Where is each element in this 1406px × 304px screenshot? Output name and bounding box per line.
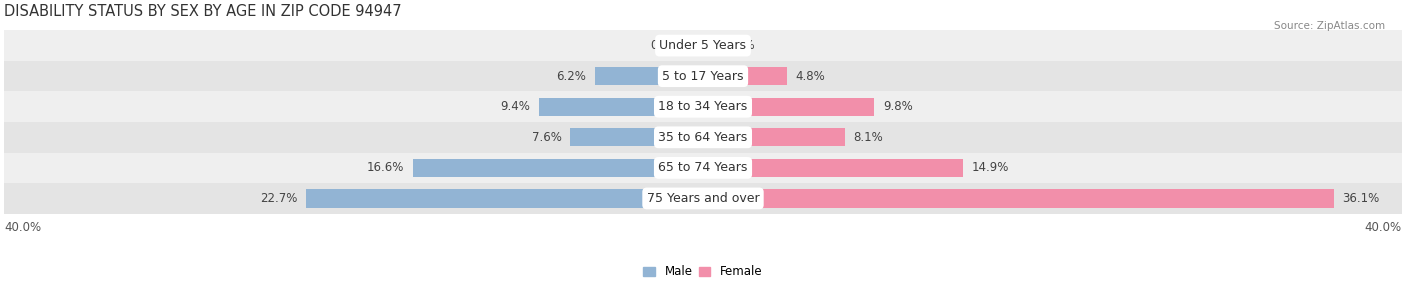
Bar [703, 128, 845, 147]
Text: 18 to 34 Years: 18 to 34 Years [658, 100, 748, 113]
Bar [413, 159, 703, 177]
Text: 8.1%: 8.1% [853, 131, 883, 144]
Text: 14.9%: 14.9% [972, 161, 1010, 174]
Text: 65 to 74 Years: 65 to 74 Years [658, 161, 748, 174]
Text: 4.8%: 4.8% [796, 70, 825, 83]
Text: DISABILITY STATUS BY SEX BY AGE IN ZIP CODE 94947: DISABILITY STATUS BY SEX BY AGE IN ZIP C… [4, 4, 402, 19]
Bar [538, 98, 703, 116]
Bar [4, 122, 1402, 153]
Text: 40.0%: 40.0% [4, 221, 41, 234]
Text: 16.6%: 16.6% [367, 161, 405, 174]
Text: Under 5 Years: Under 5 Years [659, 39, 747, 52]
Bar [595, 67, 703, 85]
Bar [703, 159, 963, 177]
Bar [703, 189, 1334, 208]
Text: 75 Years and over: 75 Years and over [647, 192, 759, 205]
Text: 9.8%: 9.8% [883, 100, 912, 113]
Text: 9.4%: 9.4% [501, 100, 530, 113]
Bar [4, 183, 1402, 214]
Text: Source: ZipAtlas.com: Source: ZipAtlas.com [1274, 21, 1385, 31]
Text: 6.2%: 6.2% [555, 70, 586, 83]
Text: 7.6%: 7.6% [531, 131, 561, 144]
Legend: Male, Female: Male, Female [638, 261, 768, 283]
Text: 35 to 64 Years: 35 to 64 Years [658, 131, 748, 144]
Text: 36.1%: 36.1% [1343, 192, 1379, 205]
Text: 0.0%: 0.0% [651, 39, 681, 52]
Bar [307, 189, 703, 208]
Bar [703, 67, 787, 85]
Text: 22.7%: 22.7% [260, 192, 298, 205]
Text: 0.0%: 0.0% [725, 39, 755, 52]
Bar [4, 153, 1402, 183]
Bar [689, 36, 703, 55]
Bar [4, 61, 1402, 92]
Bar [4, 30, 1402, 61]
Bar [703, 98, 875, 116]
Bar [4, 92, 1402, 122]
Text: 5 to 17 Years: 5 to 17 Years [662, 70, 744, 83]
Bar [571, 128, 703, 147]
Text: 40.0%: 40.0% [1365, 221, 1402, 234]
Bar [703, 36, 717, 55]
